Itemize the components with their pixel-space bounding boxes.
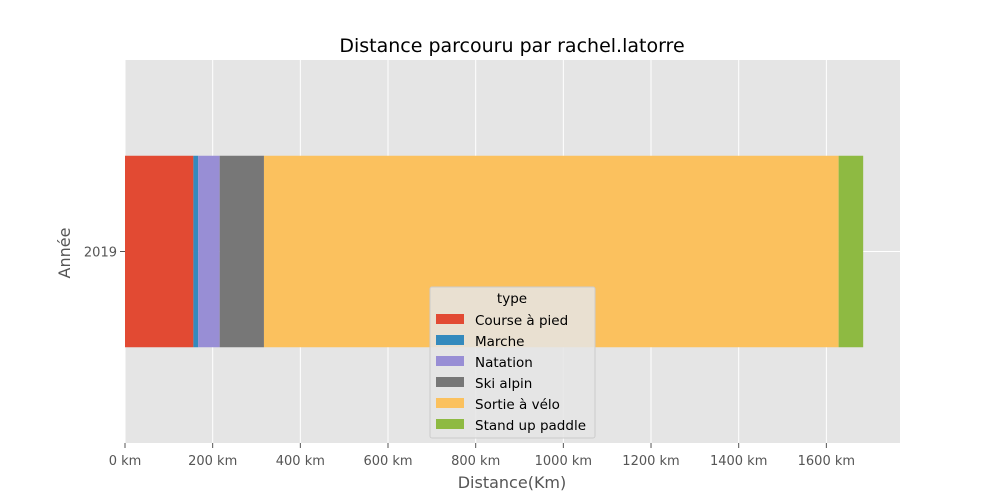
legend-swatch [436,398,464,408]
legend-swatch [436,377,464,387]
legend-entry-label: Marche [475,334,524,350]
y-axis-title: Année [55,228,74,279]
legend-swatch [436,314,464,324]
bar-segment [219,155,264,348]
x-tick-label: 600 km [363,454,412,469]
x-tick-label: 800 km [451,454,500,469]
x-tick-label: 400 km [276,454,325,469]
legend-entry-label: Course à pied [475,313,568,329]
bar-segment [125,155,194,348]
legend-entry-label: Stand up paddle [475,418,586,434]
chart-title: Distance parcouru par rachel.latorre [339,35,684,57]
legend-entry-label: Natation [475,355,533,371]
legend-entry-label: Ski alpin [475,376,532,392]
legend-entry-label: Sortie à vélo [475,397,560,413]
x-tick-label: 1400 km [710,454,767,469]
x-axis-ticks: 0 km 200 km 400 km 600 km 800 km 1000 km 1200 … [109,443,855,469]
bar-segment [838,155,864,348]
x-axis-title: Distance(Km) [458,473,567,492]
legend-title: type [497,291,527,307]
x-tick-label: 200 km [188,454,237,469]
bar-segment [198,155,220,348]
x-tick-label: 1000 km [535,454,592,469]
y-axis-ticks: 2019 [84,246,125,261]
legend-items: Course à pied Marche Natation Ski alpin Sort… [436,313,586,434]
legend-swatch [436,356,464,366]
legend: type Course à pied Marche Natation Ski alpi… [429,286,596,439]
bar-segment [193,155,199,348]
x-tick-label: 1200 km [622,454,679,469]
y-tick-label: 2019 [84,246,117,261]
x-tick-label: 0 km [109,454,142,469]
legend-box [429,286,596,439]
x-tick-label: 1600 km [798,454,855,469]
legend-swatch [436,419,464,429]
legend-swatch [436,335,464,345]
